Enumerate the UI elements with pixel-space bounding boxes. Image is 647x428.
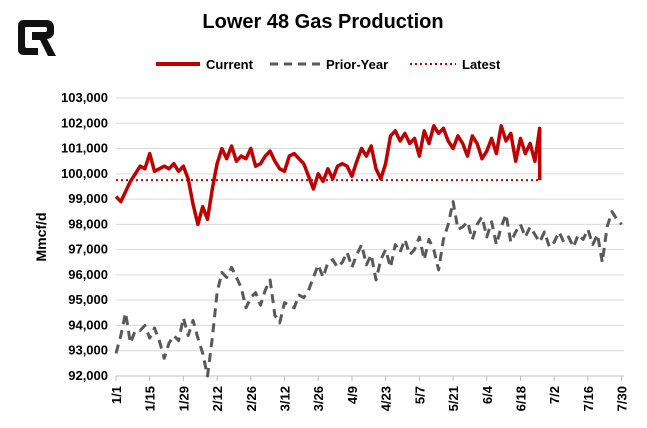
y-tick-label: 103,000 bbox=[61, 90, 108, 105]
x-tick-label: 7/16 bbox=[581, 386, 596, 411]
y-axis-label: Mmcf/d bbox=[33, 213, 49, 262]
x-tick-label: 3/12 bbox=[278, 386, 293, 411]
y-tick-label: 97,000 bbox=[68, 242, 108, 257]
y-tick-label: 95,000 bbox=[68, 292, 108, 307]
y-tick-label: 92,000 bbox=[68, 368, 108, 383]
chart-title: Lower 48 Gas Production bbox=[202, 11, 443, 33]
x-tick-label: 3/26 bbox=[311, 386, 326, 411]
legend: Current Prior-Year Latest bbox=[156, 57, 501, 72]
y-tick-label: 101,000 bbox=[61, 141, 108, 156]
x-tick-label: 7/30 bbox=[615, 386, 630, 411]
x-tick-label: 2/12 bbox=[210, 386, 225, 411]
y-tick-label: 98,000 bbox=[68, 216, 108, 231]
y-tick-label: 99,000 bbox=[68, 191, 108, 206]
y-tick-label: 100,000 bbox=[61, 166, 108, 181]
series-current-line bbox=[114, 124, 542, 227]
x-tick-label: 5/7 bbox=[412, 386, 427, 404]
y-tick-label: 96,000 bbox=[68, 267, 108, 282]
y-tick-label: 94,000 bbox=[68, 317, 108, 332]
gridlines bbox=[116, 97, 624, 377]
x-tick-label: 1/29 bbox=[176, 386, 191, 411]
series-prior-year-line bbox=[114, 200, 623, 378]
logo-icon bbox=[18, 20, 56, 56]
series-lines bbox=[114, 124, 623, 378]
x-tick-label: 1/15 bbox=[143, 386, 158, 411]
legend-label-prior-year: Prior-Year bbox=[326, 57, 388, 72]
x-tick-label: 5/21 bbox=[446, 386, 461, 411]
y-tick-label: 102,000 bbox=[61, 115, 108, 130]
legend-label-latest: Latest bbox=[462, 57, 501, 72]
x-tick-label: 7/2 bbox=[547, 386, 562, 404]
y-axis-ticks: 92,000 93,000 94,000 95,000 96,000 97,000 98,0… bbox=[61, 90, 108, 383]
y-tick-label: 93,000 bbox=[68, 343, 108, 358]
x-tick-label: 6/18 bbox=[513, 386, 528, 411]
x-tick-label: 2/26 bbox=[244, 386, 259, 411]
x-tick-label: 1/1 bbox=[109, 386, 124, 404]
x-tick-label: 4/23 bbox=[379, 386, 394, 411]
x-axis-ticks: 1/1 1/15 1/29 2/12 2/26 3/12 3/26 4/9 4/23 5/7 5/2… bbox=[109, 376, 630, 411]
legend-label-current: Current bbox=[206, 57, 254, 72]
x-tick-label: 4/9 bbox=[345, 386, 360, 404]
x-tick-label: 6/4 bbox=[480, 385, 495, 404]
